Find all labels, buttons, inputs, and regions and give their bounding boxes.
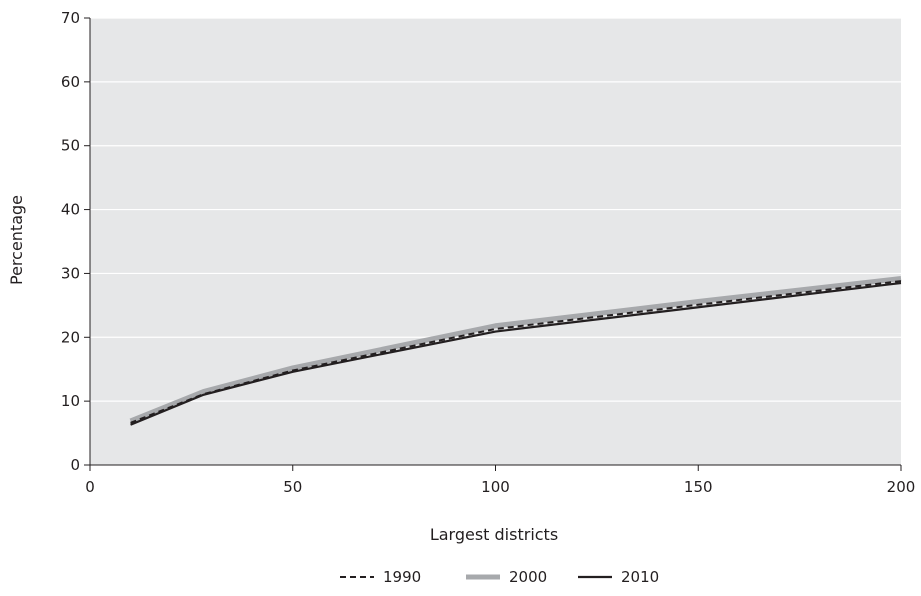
y-tick-label: 0 [70, 456, 80, 474]
x-tick-label: 150 [684, 478, 713, 496]
series-line-2010 [130, 281, 902, 426]
gridlines [90, 17, 901, 402]
series-line-2000 [129, 276, 902, 424]
y-axis-ticks: 0 10 20 30 40 50 60 70 [61, 9, 90, 474]
y-tick-label: 20 [61, 328, 80, 346]
legend-label-1990: 1990 [383, 568, 421, 586]
y-tick-label: 70 [61, 9, 80, 27]
x-axis-ticks: 0 50 100 150 200 [85, 465, 915, 496]
x-tick-label: 200 [887, 478, 916, 496]
x-tick-label: 100 [481, 478, 510, 496]
legend-label-2000: 2000 [509, 568, 547, 586]
y-axis-title: Percentage [7, 195, 26, 285]
x-tick-label: 0 [85, 478, 95, 496]
x-axis-title: Largest districts [430, 525, 558, 544]
legend: 1990 2000 2010 [340, 568, 659, 586]
y-tick-label: 10 [61, 392, 80, 410]
y-tick-label: 50 [61, 137, 80, 155]
y-tick-label: 30 [61, 264, 80, 282]
y-tick-label: 60 [61, 73, 80, 91]
y-tick-label: 40 [61, 201, 80, 219]
x-tick-label: 50 [283, 478, 302, 496]
legend-label-2010: 2010 [621, 568, 659, 586]
series-lines [129, 276, 902, 426]
plot-area [90, 18, 901, 465]
